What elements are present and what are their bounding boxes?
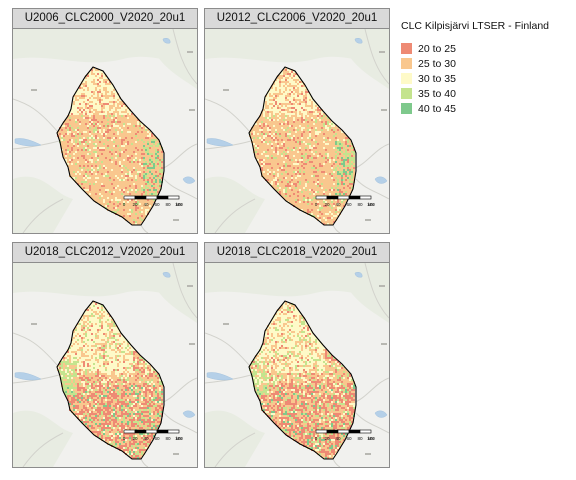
scale-tick-label: 40 <box>143 436 149 441</box>
scale-bar: 0 20 40 60 80 100 km <box>315 195 375 209</box>
scale-tick-label: 60 <box>346 436 352 441</box>
scale-unit-label: km <box>176 202 182 207</box>
scale-unit-label: km <box>176 436 182 441</box>
land-cover-raster <box>57 67 163 225</box>
scale-tick-label: 20 <box>132 436 138 441</box>
scale-unit-label: km <box>368 436 374 441</box>
scale-tick-label: 80 <box>357 436 363 441</box>
legend-item: 35 to 40 <box>401 86 549 101</box>
study-area-outline <box>248 300 357 460</box>
map-panel-2: U2012_CLC2006_V2020_20u1 0 20 40 60 80 100 km <box>204 8 390 234</box>
scale-tick-label: 40 <box>335 202 341 207</box>
scale-tick-label: 60 <box>346 202 352 207</box>
scale-tick-label: 0 <box>315 202 318 207</box>
map-canvas <box>205 263 389 467</box>
scale-tick-label: 20 <box>132 202 138 207</box>
legend-label: 35 to 40 <box>418 87 456 100</box>
land-cover-raster <box>249 301 355 459</box>
map-canvas <box>13 29 197 233</box>
panel-title: U2006_CLC2000_V2020_20u1 <box>13 9 197 29</box>
study-area-outline <box>56 66 165 226</box>
study-area-outline <box>248 66 357 226</box>
legend-label: 30 to 35 <box>418 72 456 85</box>
panel-title: U2018_CLC2012_V2020_20u1 <box>13 243 197 263</box>
legend-label: 20 to 25 <box>418 42 456 55</box>
panel-title: U2012_CLC2006_V2020_20u1 <box>205 9 389 29</box>
map-legend: CLC Kilpisjärvi LTSER - Finland 20 to 25… <box>401 20 549 116</box>
legend-swatch <box>401 88 412 99</box>
map-panel-4: U2018_CLC2018_V2020_20u1 0 20 40 60 80 100 km <box>204 242 390 468</box>
scale-tick-label: 100 <box>367 202 375 207</box>
map-panel-3: U2018_CLC2012_V2020_20u1 0 20 40 60 80 100 km <box>12 242 198 468</box>
scale-tick-label: 0 <box>315 436 318 441</box>
map-panel-1: U2006_CLC2000_V2020_20u1 0 20 40 60 80 100 km <box>12 8 198 234</box>
scale-tick-label: 80 <box>165 202 171 207</box>
map-area[interactable] <box>205 29 389 233</box>
legend-item: 20 to 25 <box>401 41 549 56</box>
study-area-outline <box>56 300 165 460</box>
legend-item: 30 to 35 <box>401 71 549 86</box>
scale-tick-label: 60 <box>154 202 160 207</box>
legend-title: CLC Kilpisjärvi LTSER - Finland <box>401 20 550 32</box>
map-canvas <box>205 29 389 233</box>
scale-tick-label: 20 <box>324 436 330 441</box>
scale-tick-label: 100 <box>175 202 183 207</box>
scale-tick-label: 20 <box>324 202 330 207</box>
scale-tick-label: 100 <box>175 436 183 441</box>
land-cover-raster <box>249 67 355 225</box>
legend-label: 40 to 45 <box>418 102 456 115</box>
legend-item: 40 to 45 <box>401 101 549 116</box>
map-area[interactable] <box>205 263 389 467</box>
scale-tick-label: 80 <box>357 202 363 207</box>
scale-tick-label: 40 <box>143 202 149 207</box>
scale-tick-label: 0 <box>123 436 126 441</box>
scale-bar: 0 20 40 60 80 100 km <box>123 195 183 209</box>
legend-label: 25 to 30 <box>418 57 456 70</box>
legend-swatch <box>401 43 412 54</box>
land-cover-raster <box>57 301 163 459</box>
scale-bar: 0 20 40 60 80 100 km <box>123 429 183 443</box>
scale-tick-label: 60 <box>154 436 160 441</box>
scale-tick-label: 100 <box>367 436 375 441</box>
scale-tick-label: 0 <box>123 202 126 207</box>
legend-swatch <box>401 58 412 69</box>
scale-tick-label: 80 <box>165 436 171 441</box>
legend-swatch <box>401 103 412 114</box>
legend-swatch <box>401 73 412 84</box>
legend-item: 25 to 30 <box>401 56 549 71</box>
scale-bar: 0 20 40 60 80 100 km <box>315 429 375 443</box>
scale-unit-label: km <box>368 202 374 207</box>
map-area[interactable] <box>13 29 197 233</box>
scale-tick-label: 40 <box>335 436 341 441</box>
panel-title: U2018_CLC2018_V2020_20u1 <box>205 243 389 263</box>
